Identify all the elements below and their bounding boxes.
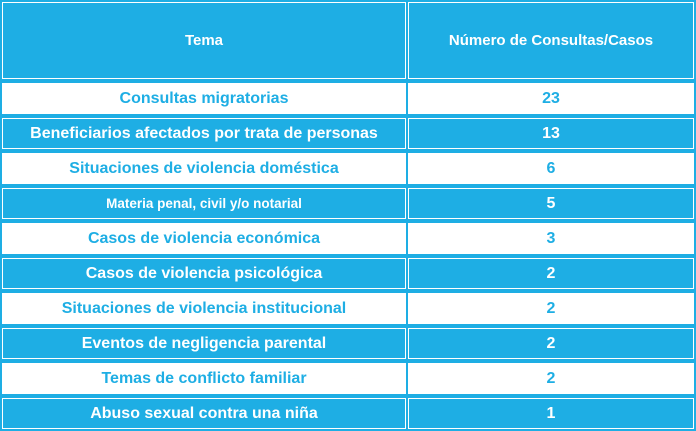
cell-tema: Beneficiarios afectados por trata de per… (0, 116, 408, 151)
table-row: Situaciones de violencia doméstica 6 (0, 151, 696, 186)
cell-tema: Eventos de negligencia parental (0, 326, 408, 361)
cell-casos: 13 (408, 116, 696, 151)
table-header: Tema Número de Consultas/Casos (0, 0, 696, 81)
cell-tema: Consultas migratorias (0, 81, 408, 116)
cell-tema: Casos de violencia psicológica (0, 256, 408, 291)
cell-casos: 6 (408, 151, 696, 186)
cell-casos: 23 (408, 81, 696, 116)
cell-tema: Casos de violencia económica (0, 221, 408, 256)
table-row: Eventos de negligencia parental 2 (0, 326, 696, 361)
table-row: Casos de violencia psicológica 2 (0, 256, 696, 291)
cell-tema: Temas de conflicto familiar (0, 361, 408, 396)
header-casos: Número de Consultas/Casos (408, 0, 696, 81)
cell-casos: 5 (408, 186, 696, 221)
cell-tema: Materia penal, civil y/o notarial (0, 186, 408, 221)
cell-casos: 3 (408, 221, 696, 256)
cell-tema: Situaciones de violencia institucional (0, 291, 408, 326)
cell-casos: 2 (408, 361, 696, 396)
table-row: Abuso sexual contra una niña 1 (0, 396, 696, 431)
table-row: Temas de conflicto familiar 2 (0, 361, 696, 396)
table-row: Casos de violencia económica 3 (0, 221, 696, 256)
table-row: Consultas migratorias 23 (0, 81, 696, 116)
header-tema: Tema (0, 0, 408, 81)
cell-tema: Abuso sexual contra una niña (0, 396, 408, 431)
cell-casos: 2 (408, 256, 696, 291)
table-row: Materia penal, civil y/o notarial 5 (0, 186, 696, 221)
cell-casos: 2 (408, 291, 696, 326)
cell-tema: Situaciones de violencia doméstica (0, 151, 408, 186)
table-row: Situaciones de violencia institucional 2 (0, 291, 696, 326)
cell-casos: 1 (408, 396, 696, 431)
cell-casos: 2 (408, 326, 696, 361)
table-row: Beneficiarios afectados por trata de per… (0, 116, 696, 151)
